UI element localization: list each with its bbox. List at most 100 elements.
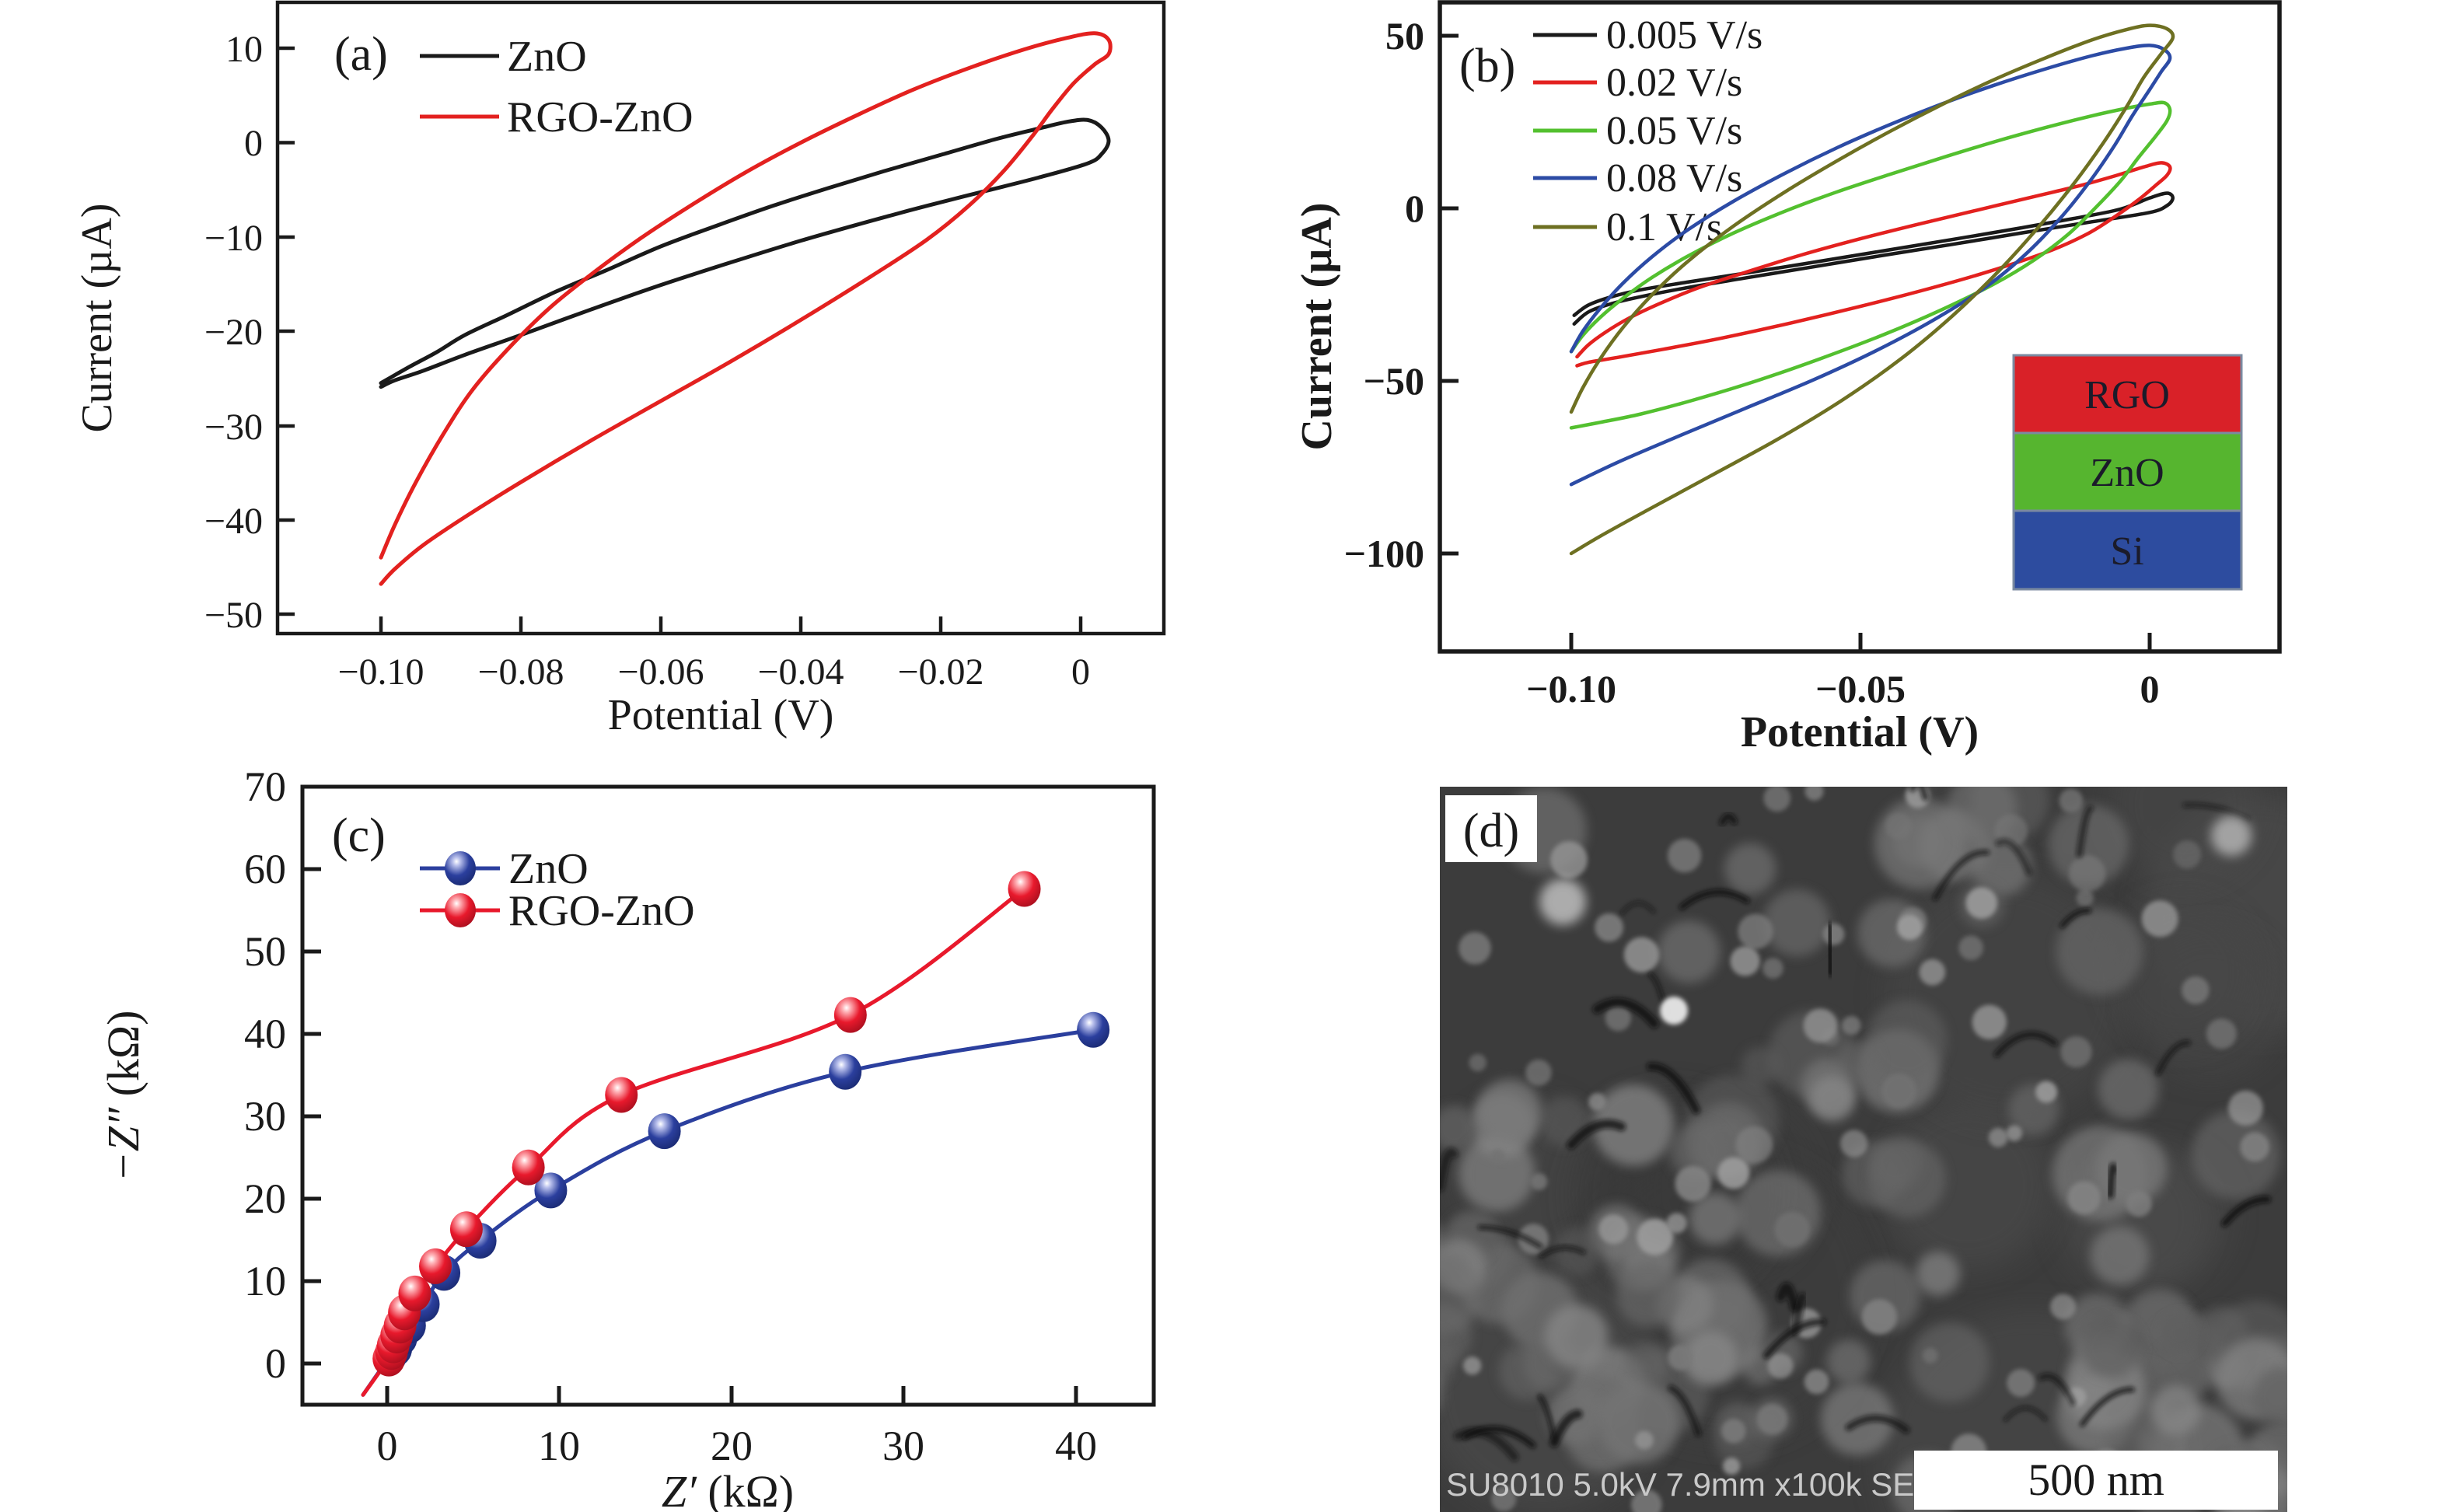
sem-blob bbox=[1668, 1345, 1693, 1371]
sem-blob bbox=[1458, 1134, 1535, 1212]
sem-crack bbox=[1825, 922, 1836, 977]
panel-b-axes: −0.10 −0.05 0 50 0 −50 −100 Potential (V… bbox=[1293, 0, 2282, 756]
panel-a-x-tick-labels: −0.10 −0.08 −0.06 −0.04 −0.02 0 bbox=[337, 651, 1090, 693]
sem-blob bbox=[2173, 840, 2202, 869]
tick-label: −0.02 bbox=[897, 651, 983, 693]
sem-blob bbox=[1623, 937, 1660, 972]
data-point-marker bbox=[1077, 1011, 1110, 1048]
sem-blob bbox=[1840, 1130, 1868, 1158]
panel-c-series bbox=[361, 871, 1110, 1397]
sem-blob bbox=[1689, 1192, 1742, 1245]
sem-blob bbox=[1916, 1252, 1960, 1296]
sem-blob bbox=[1735, 1126, 1773, 1164]
sem-blob bbox=[2240, 1132, 2270, 1162]
legend-marker-rgo-zno bbox=[445, 893, 476, 927]
tick-label: −10 bbox=[204, 218, 263, 259]
sem-blob bbox=[1774, 1211, 1810, 1248]
sem-blob bbox=[1440, 1230, 1443, 1255]
sem-blob bbox=[1595, 913, 1624, 942]
legend-label-0005: 0.005 V/s bbox=[1606, 13, 1763, 58]
sem-blob bbox=[2060, 1036, 2092, 1068]
data-curve bbox=[1569, 44, 2172, 487]
sem-blob bbox=[1635, 1430, 1654, 1450]
tick-label: 0 bbox=[244, 123, 263, 164]
sem-blob bbox=[1741, 1046, 1780, 1086]
tick-label: 0 bbox=[265, 1340, 286, 1387]
tick-label: −0.04 bbox=[757, 651, 844, 693]
panel-b-inset-stack: RGO ZnO Si bbox=[2012, 354, 2243, 591]
data-point-marker bbox=[398, 1275, 431, 1311]
sem-crack bbox=[1567, 1119, 1626, 1150]
sem-crack bbox=[1932, 850, 1990, 901]
sem-crack bbox=[1619, 901, 1656, 916]
panel-c-axes: 0 10 20 30 40 0 10 20 30 40 50 60 70 Z′ … bbox=[98, 763, 1156, 1512]
sem-blob bbox=[1722, 1458, 1741, 1475]
tick-label: 0 bbox=[377, 1423, 398, 1469]
sem-blob bbox=[2228, 1090, 2263, 1126]
sem-crack bbox=[2182, 802, 2251, 822]
data-point-marker bbox=[648, 1113, 681, 1150]
legend-label-zno: ZnO bbox=[508, 845, 589, 893]
sem-blob bbox=[1909, 1322, 1990, 1402]
panel-d-label: (d) bbox=[1463, 805, 1519, 857]
sem-blob bbox=[1717, 1157, 1750, 1189]
tick-label: 50 bbox=[1385, 14, 1424, 58]
data-curve bbox=[1569, 23, 2175, 556]
tick-label: 10 bbox=[225, 29, 263, 70]
panel-a-axes: −0.10 −0.08 −0.06 −0.04 −0.02 0 10 0 −10… bbox=[73, 0, 1166, 739]
sem-crack bbox=[2079, 1387, 2135, 1427]
sem-blob bbox=[1721, 1419, 1746, 1444]
sem-blob bbox=[1804, 1369, 1829, 1395]
sem-crack bbox=[2076, 805, 2094, 858]
sem-overlays: (d) 500 nm bbox=[1445, 795, 2278, 1510]
data-curve bbox=[379, 117, 1111, 389]
sem-crack bbox=[2220, 1196, 2272, 1227]
sem-blob bbox=[1898, 724, 1959, 785]
inset-layer-si bbox=[2012, 509, 2243, 591]
sem-blob bbox=[2059, 788, 2084, 813]
tick-label: 0 bbox=[2140, 667, 2160, 711]
sem-crack bbox=[1549, 1409, 1583, 1447]
panel-a-y-tick-labels: 10 0 −10 −20 −30 −40 −50 bbox=[204, 29, 263, 636]
sem-blob bbox=[1756, 1403, 1788, 1435]
sem-blob bbox=[1539, 878, 1586, 925]
tick-label: 10 bbox=[538, 1423, 580, 1469]
panel-a-curves bbox=[379, 31, 1113, 586]
sem-blob bbox=[2080, 1316, 2142, 1378]
panel-a-y-ticks bbox=[278, 46, 295, 616]
sem-blob bbox=[1724, 843, 1776, 895]
sem-blob bbox=[2050, 1294, 2077, 1320]
sem-crack bbox=[2155, 1039, 2192, 1076]
sem-crack bbox=[1440, 1147, 1459, 1192]
panel-c-y-axis-title: −Z″ (kΩ) bbox=[98, 1011, 148, 1182]
sem-blob bbox=[2090, 1226, 2150, 1286]
sem-blob bbox=[1838, 1040, 1880, 1082]
data-point-marker bbox=[512, 1149, 545, 1186]
tick-label: −0.10 bbox=[1526, 667, 1616, 711]
sem-blob bbox=[2252, 1367, 2287, 1426]
scalebar-box bbox=[1914, 1451, 2278, 1510]
sem-blob bbox=[1588, 1092, 1606, 1111]
sem-blob bbox=[1440, 1254, 1482, 1335]
tick-label: 0 bbox=[1405, 187, 1424, 230]
sem-blob bbox=[1890, 719, 1940, 769]
sem-blob bbox=[2069, 855, 2106, 892]
sem-blob bbox=[1476, 1079, 1542, 1144]
sem-blob bbox=[2035, 1081, 2058, 1103]
sem-blob bbox=[2126, 1191, 2152, 1217]
sem-crack bbox=[1776, 1282, 1799, 1312]
panel-a-x-axis-title: Potential (V) bbox=[608, 691, 834, 739]
sem-crack bbox=[1462, 1426, 1536, 1449]
sem-blob bbox=[1667, 838, 1702, 873]
legend-label-rgo-zno: RGO-ZnO bbox=[508, 887, 695, 935]
inset-label-rgo: RGO bbox=[2084, 373, 2170, 417]
data-curve bbox=[1575, 161, 2172, 368]
tick-label: −20 bbox=[204, 312, 263, 353]
sem-blob bbox=[1842, 1015, 1861, 1035]
sem-blob bbox=[1767, 1353, 1794, 1379]
sem-blob bbox=[2211, 815, 2252, 856]
sem-blob bbox=[1491, 1486, 1517, 1512]
